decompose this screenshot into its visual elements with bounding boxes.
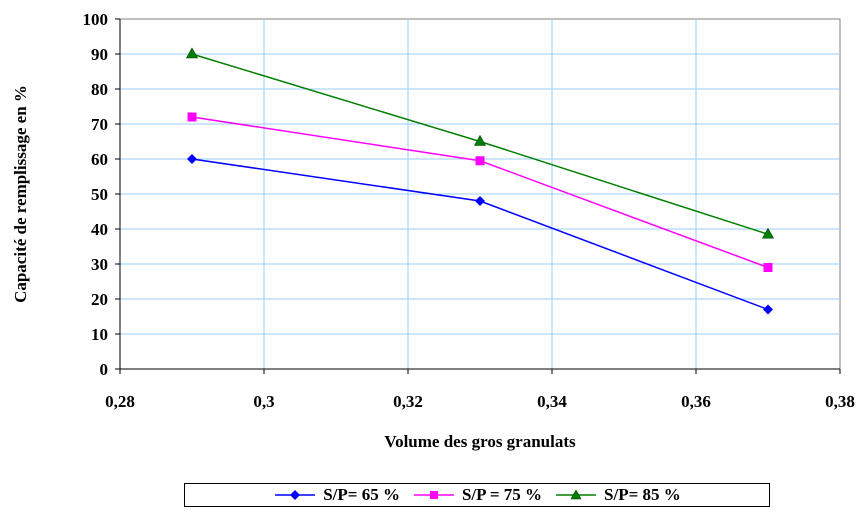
legend-label-s-p-85: S/P= 85 % (604, 485, 681, 504)
y-tick-label: 50 (91, 185, 108, 204)
data-point-square (763, 263, 773, 272)
y-tick-label: 0 (100, 360, 109, 379)
legend-swatch-s-p-75 (413, 491, 454, 499)
x-axis-title: Volume des gros granulats (384, 432, 576, 451)
y-tick-label: 60 (91, 150, 108, 169)
x-tick-label: 0,34 (537, 392, 567, 411)
y-tick-label: 80 (91, 80, 108, 99)
y-axis-title: Capacité de remplissage en % (11, 85, 30, 303)
data-point-triangle (761, 227, 775, 239)
x-tick-label: 0,36 (681, 392, 711, 411)
legend-item-s-p-85: S/P= 85 % (554, 485, 681, 505)
y-tick-label: 90 (91, 45, 108, 64)
data-point-square (475, 156, 485, 166)
data-point-diamond (187, 154, 197, 164)
x-tick-label: 0,28 (105, 392, 135, 411)
data-point-diamond (763, 304, 773, 315)
axes: 0 10 20 30 40 50 60 70 80 90 100 0,28 0,3 0,32 0,34 0,3… (83, 10, 855, 411)
data-point-triangle (185, 47, 199, 59)
y-tick-label: 30 (91, 255, 108, 274)
y-tick-label: 70 (91, 115, 108, 134)
y-tick-label: 20 (91, 290, 108, 309)
legend-swatch-s-p-85 (556, 489, 597, 500)
series-group (185, 47, 775, 315)
data-point-diamond (475, 196, 485, 206)
y-tick-label: 40 (91, 220, 108, 239)
legend-item-s-p-75: S/P = 75 % (412, 485, 542, 505)
y-tick-label: 100 (83, 10, 109, 29)
legend-label-s-p-65: S/P= 65 % (323, 485, 400, 504)
legend-label-s-p-75: S/P = 75 % (461, 485, 543, 504)
x-tick-label: 0,38 (825, 392, 855, 411)
data-point-triangle (473, 134, 487, 146)
x-tick-label: 0,32 (393, 392, 423, 411)
data-point-square (187, 112, 197, 122)
legend-item-s-p-65: S/P= 65 % (273, 485, 400, 505)
legend: S/P= 65 % S/P = 75 % S/P= 85 % (184, 483, 770, 507)
x-tick-label: 0,3 (253, 392, 274, 411)
legend-swatch-s-p-65 (275, 490, 316, 500)
y-tick-label: 10 (91, 325, 108, 344)
